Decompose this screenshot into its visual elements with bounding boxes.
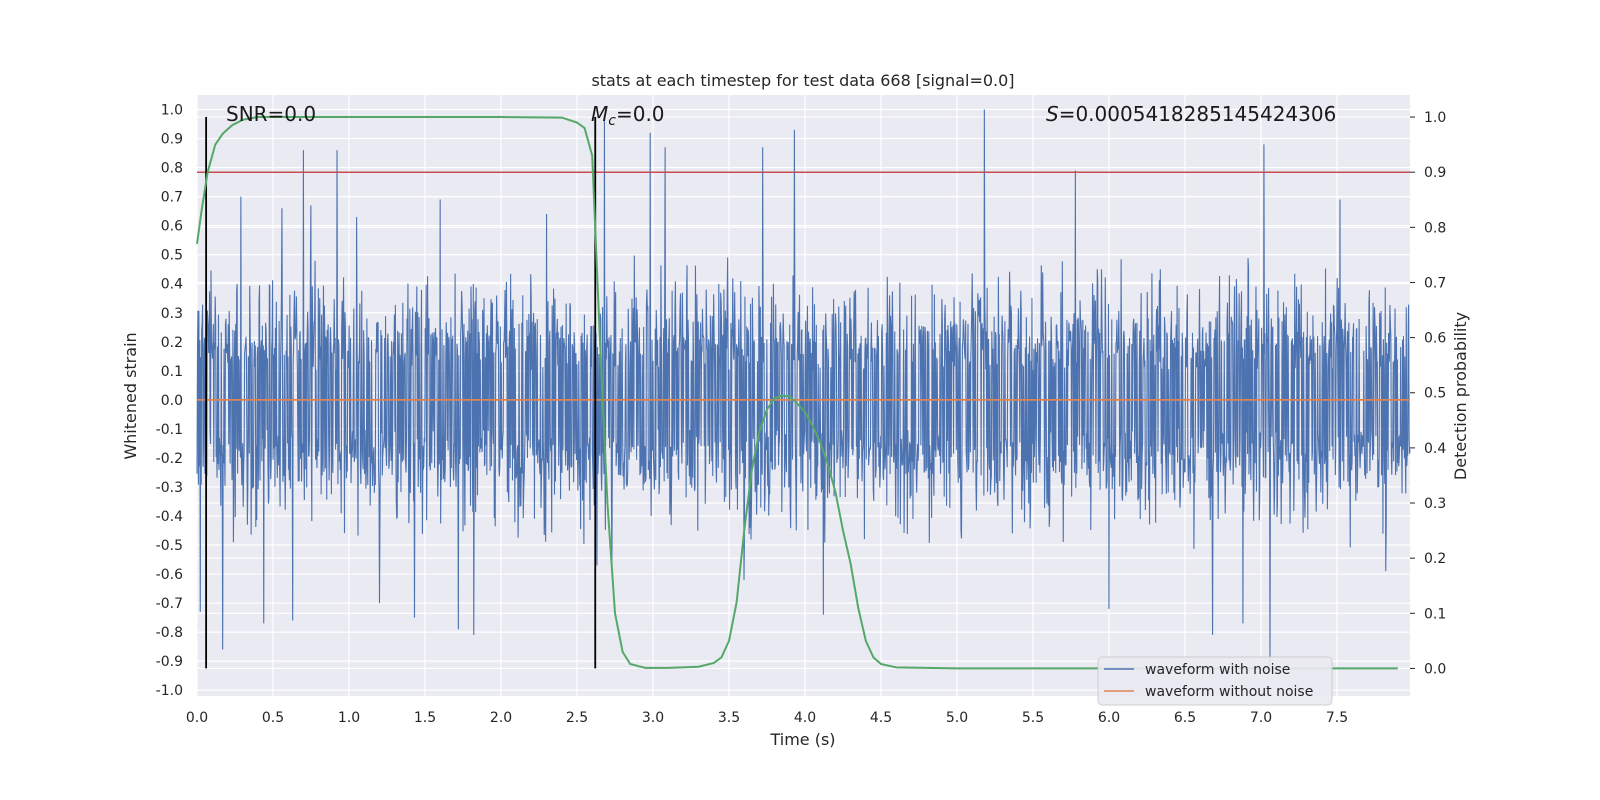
x-tick-label: 4.5 [870, 710, 892, 726]
y-right-tick-label: 0.1 [1424, 606, 1446, 622]
legend-box [1097, 656, 1333, 706]
y-left-tick-label: 0.9 [161, 132, 183, 148]
y-axis-right-ticks: 0.0 0.1 0.2 0.3 0.4 0.5 0.6 0.7 0.8 0.9 1.0 [1410, 110, 1446, 677]
y-left-tick-label: 0.7 [161, 190, 183, 206]
y-right-tick-label: 0.4 [1424, 441, 1446, 457]
x-tick-label: 6.5 [1174, 710, 1196, 726]
chart-title: stats at each timestep for test data 668… [591, 71, 1014, 90]
y-left-tick-label: -0.8 [156, 625, 183, 641]
y-left-tick-label: -0.1 [156, 422, 183, 438]
x-tick-label: 7.5 [1326, 710, 1348, 726]
y-axis-right-label: Detection probability [1451, 312, 1470, 480]
y-right-tick-label: 0.3 [1424, 496, 1446, 512]
chirp-mass-annotation: Mc=0.0 [591, 102, 665, 129]
detection-probability-line [196, 116, 1398, 670]
y-right-tick-label: 0.5 [1424, 386, 1446, 402]
y-left-tick-label: -0.3 [156, 480, 183, 496]
overlay-lines [196, 116, 1410, 670]
y-right-tick-label: 0.0 [1424, 661, 1446, 677]
y-left-tick-label: 0.2 [161, 335, 183, 351]
y-right-tick-label: 1.0 [1424, 110, 1446, 126]
x-axis-ticks: 0.0 0.5 1.0 1.5 2.0 2.5 3.0 3.5 4.0 4.5 5.0 5.5 6.0 6… [186, 710, 1348, 726]
y-left-tick-label: -0.2 [156, 451, 183, 467]
y-left-tick-label: 0.8 [161, 161, 183, 177]
y-left-tick-label: 0.0 [161, 393, 183, 409]
x-axis-label: Time (s) [769, 730, 835, 749]
waveform-with-noise-line [196, 109, 1411, 667]
y-axis-left-ticks: -1.0 -0.9 -0.8 -0.7 -0.6 -0.5 -0.4 -0.3 -0.2 -0.1… [156, 103, 183, 700]
mc-subscript: c [608, 113, 616, 129]
legend-label-noise: waveform with noise [1145, 662, 1290, 678]
y-left-tick-label: 0.1 [161, 364, 183, 380]
legend-label-clean: waveform without noise [1145, 684, 1313, 700]
s-value: =0.0005418285145424306 [1059, 102, 1337, 126]
x-tick-label: 5.0 [946, 710, 968, 726]
waveform-with-noise-series [196, 109, 1411, 667]
y-left-tick-label: -0.6 [156, 567, 183, 583]
y-right-tick-label: 0.7 [1424, 275, 1446, 291]
x-tick-label: 3.5 [718, 710, 740, 726]
mc-value: =0.0 [616, 102, 665, 126]
x-tick-label: 6.0 [1098, 710, 1120, 726]
x-tick-label: 7.0 [1250, 710, 1272, 726]
x-tick-label: 1.0 [338, 710, 360, 726]
x-tick-label: 0.5 [262, 710, 284, 726]
y-axis-left-label: Whitened strain [121, 332, 140, 459]
x-tick-label: 5.5 [1022, 710, 1044, 726]
y-left-tick-label: 1.0 [161, 103, 183, 119]
y-left-tick-label: 0.3 [161, 306, 183, 322]
x-tick-label: 2.0 [490, 710, 512, 726]
x-tick-label: 0.0 [186, 710, 208, 726]
y-left-tick-label: -1.0 [156, 683, 183, 699]
s-annotation: S=0.0005418285145424306 [1046, 102, 1336, 126]
x-tick-label: 2.5 [566, 710, 588, 726]
y-left-tick-label: -0.7 [156, 596, 183, 612]
y-right-tick-label: 0.9 [1424, 165, 1446, 181]
x-tick-label: 1.5 [414, 710, 436, 726]
x-tick-label: 4.0 [794, 710, 816, 726]
y-left-tick-label: 0.4 [161, 277, 183, 293]
y-left-tick-label: 0.5 [161, 248, 183, 264]
y-left-tick-label: -0.4 [156, 509, 183, 525]
y-left-tick-label: -0.9 [156, 654, 183, 670]
x-tick-label: 3.0 [642, 710, 664, 726]
legend: waveform with noise waveform without noi… [1097, 656, 1333, 706]
y-right-tick-label: 0.8 [1424, 220, 1446, 236]
y-left-tick-label: 0.6 [161, 219, 183, 235]
mc-symbol: M [591, 102, 608, 126]
y-right-tick-label: 0.6 [1424, 331, 1446, 347]
y-right-tick-label: 0.2 [1424, 551, 1446, 567]
snr-annotation: SNR=0.0 [226, 102, 316, 126]
y-left-tick-label: -0.5 [156, 538, 183, 554]
s-symbol: S [1046, 102, 1059, 126]
